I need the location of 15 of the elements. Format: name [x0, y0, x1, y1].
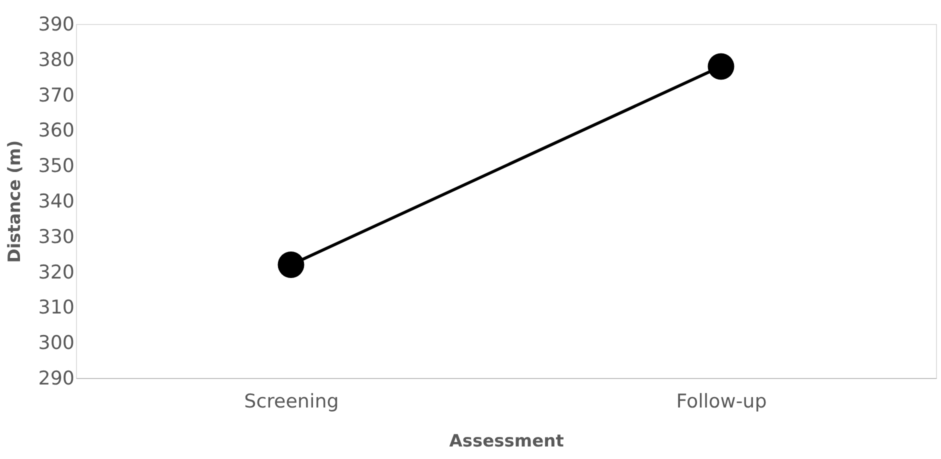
y-tick-label: 380 — [38, 48, 74, 71]
y-tick-label: 360 — [38, 120, 74, 142]
y-tick-label: 340 — [38, 190, 74, 212]
y-tick-label: 370 — [38, 84, 74, 106]
x-axis-title: Assessment — [449, 432, 564, 452]
y-tick-label: 350 — [38, 155, 74, 178]
y-tick-label: 310 — [38, 296, 74, 319]
x-tick-label: Screening — [244, 390, 339, 412]
y-tick-label: 290 — [38, 368, 74, 390]
y-tick-label: 320 — [38, 261, 74, 284]
y-tick-label: 300 — [38, 332, 74, 354]
x-tick-label: Follow-up — [676, 390, 767, 412]
y-tick-label: 330 — [38, 226, 74, 248]
y-axis-title: Distance (m) — [5, 140, 26, 263]
y-tick-label: 390 — [38, 14, 74, 36]
